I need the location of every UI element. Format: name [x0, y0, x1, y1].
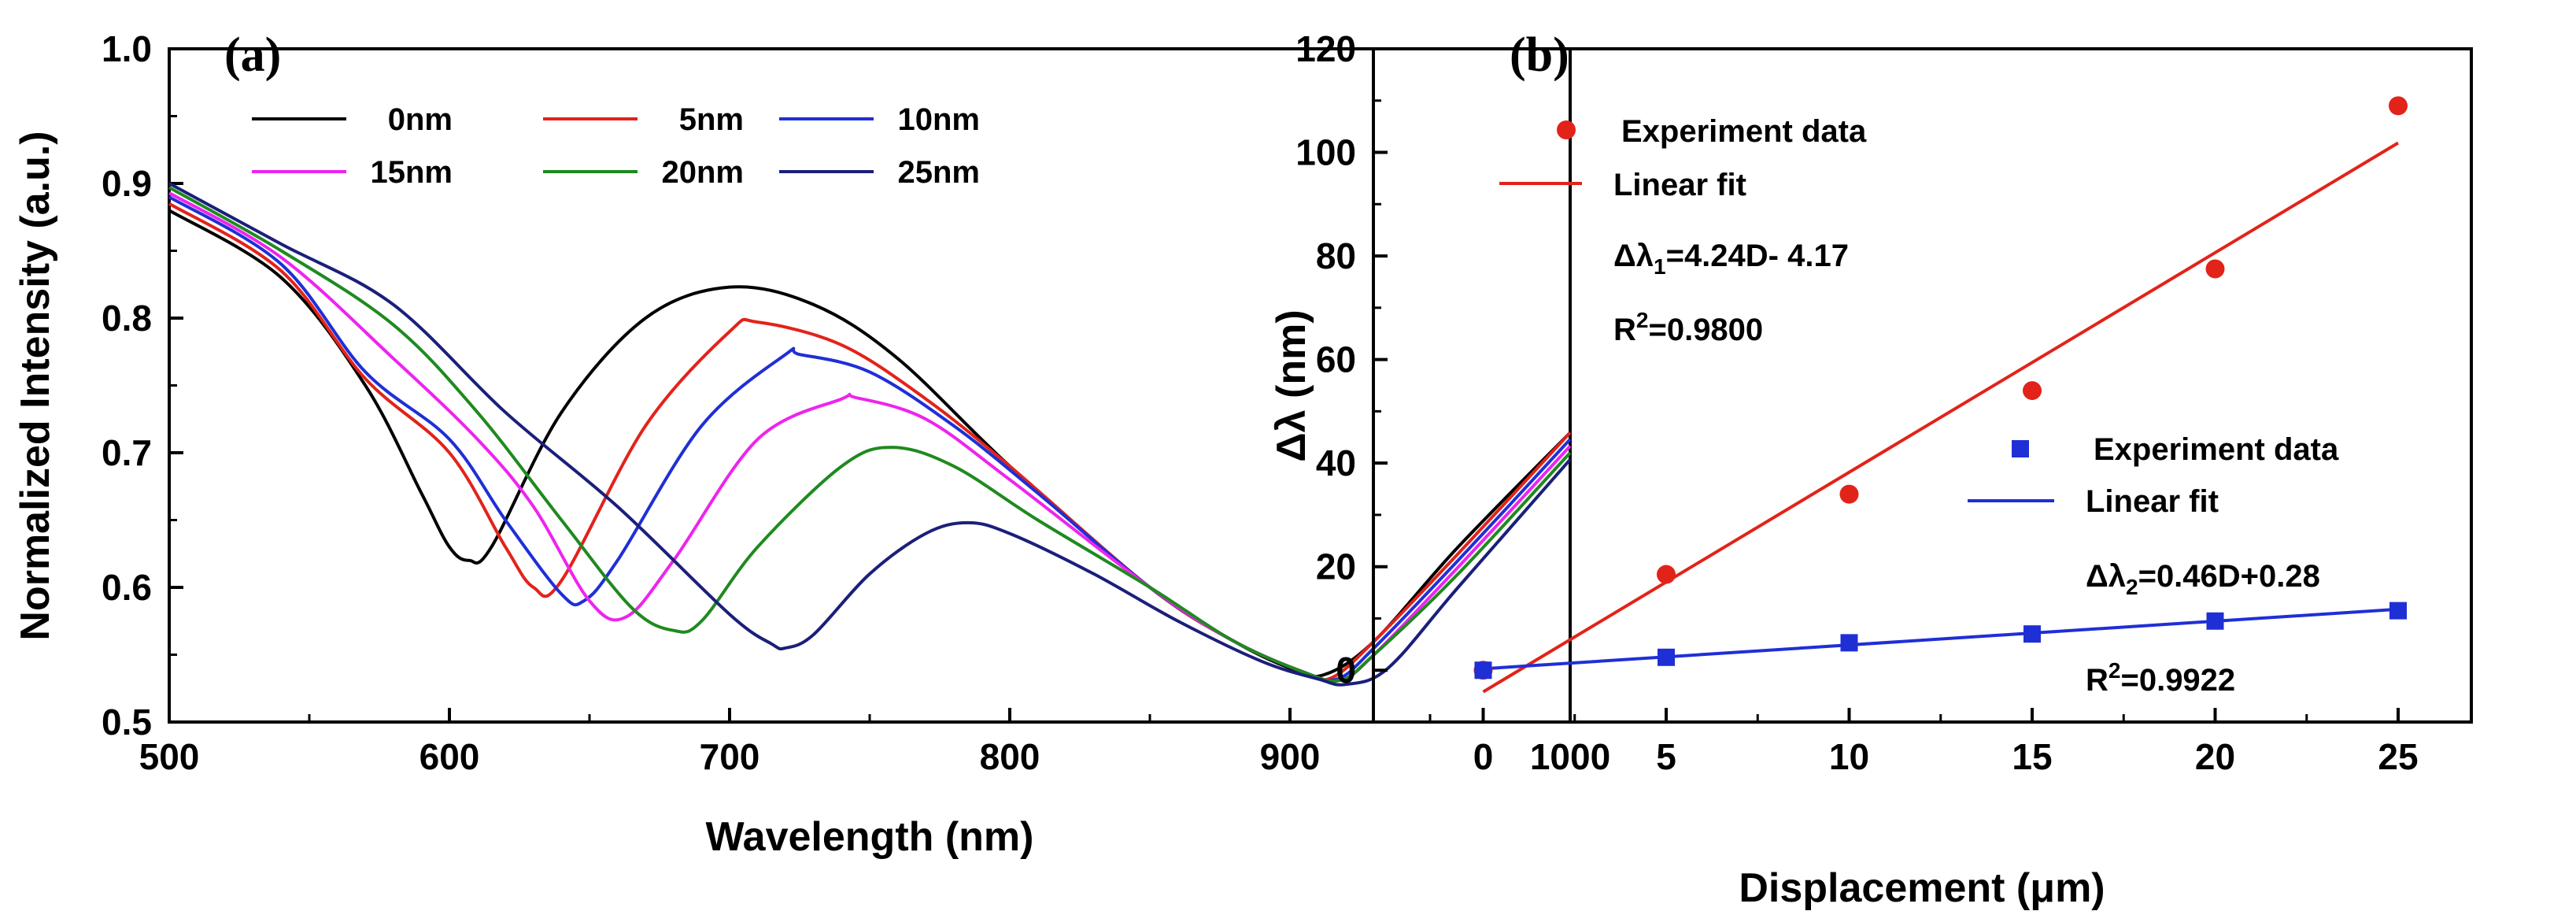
x-tick-label-a: 500: [139, 736, 200, 777]
x-tick-label-b: 20: [2195, 736, 2235, 777]
data-point-square: [2206, 612, 2224, 630]
legend-marker-blue: [2012, 440, 2029, 457]
legend-label-blue-data: Experiment data: [2094, 432, 2339, 467]
spectrum-line-15nm: [168, 191, 1572, 683]
data-point-square: [2389, 602, 2407, 620]
x-tick-label-b: 10: [1829, 736, 1869, 777]
y-tick-label-a: 0.9: [102, 163, 152, 204]
y-tick-label-a: 0.7: [102, 432, 152, 473]
legend-label-red-data: Experiment data: [1621, 114, 1867, 149]
r-squared-fit-2: R2=0.9922: [2086, 658, 2235, 698]
legend-label-10nm: 10nm: [898, 102, 981, 137]
y-tick-label-a: 1.0: [102, 28, 152, 69]
y-tick-label-b: 120: [1295, 28, 1356, 69]
y-tick-label-b: 60: [1316, 339, 1356, 380]
legend-label-5nm: 5nm: [679, 102, 744, 137]
data-point-circle: [2389, 96, 2408, 116]
y-tick-label-a: 0.8: [102, 298, 152, 339]
x-tick-label-a: 700: [700, 736, 760, 777]
x-tick-label-a: 1000: [1530, 736, 1610, 777]
legend-a: 0nm 5nm 10nm 15nm 20nm 25nm: [252, 102, 980, 190]
data-point-circle: [2023, 381, 2042, 401]
x-tick-label-a: 900: [1260, 736, 1321, 777]
spectrum-line-25nm: [168, 182, 1572, 687]
fit-line-3: [1483, 607, 2399, 671]
panel-label-b: (b): [1510, 28, 1569, 82]
y-axis-label-a: Normalized Intensity (a.u.): [13, 131, 58, 640]
panel-b: 0 5 10 15 20 25 0 20 40 60 80 100 120 (b) Displaceme…: [1269, 28, 2473, 911]
data-point-square: [2023, 625, 2041, 643]
y-tick-label-b: 20: [1316, 546, 1356, 587]
legend-label-15nm: 15nm: [371, 155, 453, 190]
legend-label-red-fit: Linear fit: [1613, 168, 1746, 202]
data-point-square: [1658, 648, 1675, 666]
y-tick-label-b: 80: [1316, 235, 1356, 276]
fit-line-1: [1482, 141, 2400, 694]
y-tick-label-b: 100: [1295, 132, 1356, 173]
legend-label-blue-fit: Linear fit: [2086, 484, 2219, 519]
ticks-b: 0 5 10 15 20 25 0 20 40 60 80 100 120: [1295, 28, 2418, 777]
spectrum-line-0nm: [168, 209, 1572, 679]
spectrum-line-10nm: [168, 195, 1572, 683]
legend-label-0nm: 0nm: [388, 102, 453, 137]
r-squared-fit-1: R2=0.9800: [1613, 308, 1763, 347]
x-tick-label-b: 0: [1473, 736, 1494, 777]
plot-frame-b: [1372, 47, 2473, 724]
data-point-circle: [1657, 565, 1676, 584]
y-axis-label-b: Δλ (nm): [1269, 309, 1314, 461]
y-tick-label-b: 0: [1336, 650, 1356, 691]
y-tick-label-b: 40: [1316, 443, 1356, 483]
data-point-circle: [1839, 484, 1859, 504]
spectrum-line-20nm: [168, 186, 1572, 683]
x-axis-label-b: Displacement (μm): [1739, 865, 2105, 911]
spectra-lines: [168, 182, 1572, 687]
x-tick-label-b: 15: [2012, 736, 2052, 777]
data-point-circle: [2205, 259, 2225, 279]
panel-label-a: (a): [224, 28, 281, 82]
y-tick-label-a: 0.5: [102, 702, 152, 743]
x-tick-label-b: 5: [1656, 736, 1676, 777]
spectrum-line-5nm: [168, 202, 1572, 682]
x-tick-label-a: 600: [419, 736, 480, 777]
data-marks-b: [1473, 96, 2408, 694]
legend-b: Experiment data Linear fit Δλ1=4.24D- 4.17…: [1499, 114, 2339, 698]
legend-label-20nm: 20nm: [662, 155, 745, 190]
legend-label-25nm: 25nm: [898, 155, 981, 190]
x-axis-label-a: Wavelength (nm): [706, 814, 1034, 860]
x-tick-label-b: 25: [2378, 736, 2418, 777]
legend-marker-red: [1557, 120, 1576, 139]
x-tick-label-a: 800: [980, 736, 1040, 777]
equation-fit-1: Δλ1=4.24D- 4.17: [1613, 239, 1849, 279]
y-tick-label-a: 0.6: [102, 567, 152, 608]
data-point-square: [1474, 661, 1492, 680]
equation-fit-2: Δλ2=0.46D+0.28: [2086, 559, 2320, 599]
data-point-square: [1840, 634, 1858, 652]
